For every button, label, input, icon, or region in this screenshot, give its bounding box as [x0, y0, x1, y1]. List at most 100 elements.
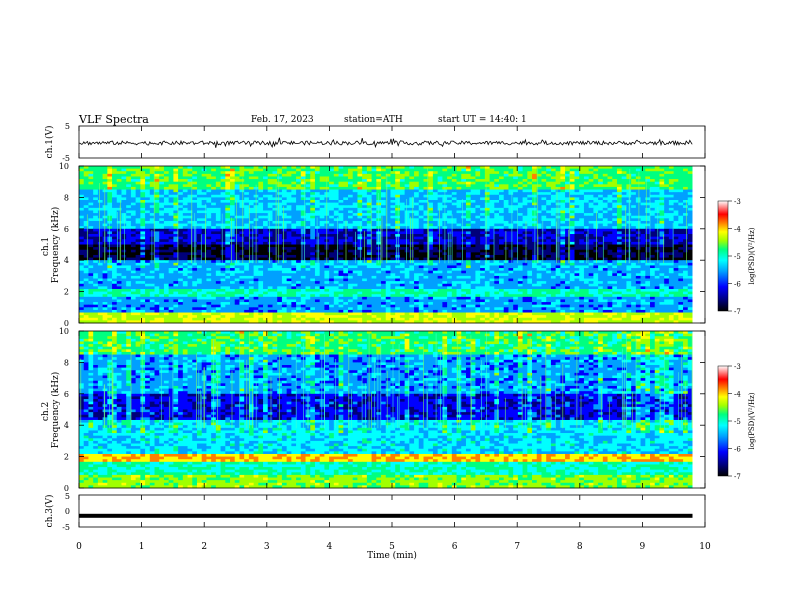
spectrogram-cell: [305, 252, 311, 256]
spectrogram-cell: [607, 241, 613, 245]
spectrogram-cell: [107, 210, 113, 214]
spectrogram-cell: [112, 213, 118, 217]
spectrogram-cell: [371, 247, 377, 251]
spectrogram-cell: [296, 197, 302, 201]
spectrogram-cell: [687, 213, 693, 217]
spectrogram-cell: [550, 207, 557, 211]
spectrogram-cell: [555, 241, 561, 245]
spectrogram-cell: [418, 218, 424, 222]
spectrogram-cell: [163, 173, 170, 177]
spectrogram-cell: [612, 197, 618, 201]
spectrogram-cell: [385, 192, 391, 196]
spectrogram-cell: [366, 173, 372, 177]
spectrogram-cell: [319, 257, 325, 261]
spectrogram-cell: [607, 231, 613, 235]
spectrogram-cell: [593, 257, 599, 261]
spectrogram-cell: [465, 249, 472, 253]
spectrogram-cell: [93, 173, 99, 177]
spectrogram-cell: [329, 173, 335, 177]
spectrogram-cell: [527, 247, 533, 251]
spectrogram-cell: [343, 207, 349, 211]
spectrogram-cell: [541, 200, 547, 204]
spectrogram-cell: [187, 197, 193, 201]
spectrogram-cell: [159, 189, 165, 193]
spectrogram-cell: [267, 194, 273, 198]
spectrogram-cell: [130, 252, 137, 256]
spectrogram-cell: [541, 179, 547, 183]
spectrogram-cell: [112, 228, 118, 232]
spectrogram-cell: [343, 173, 349, 177]
spectrogram-cell: [683, 257, 689, 261]
spectrogram-cell: [79, 168, 85, 172]
spectrogram-cell: [437, 223, 443, 227]
spectrogram-cell: [291, 220, 297, 224]
spectrogram-cell: [517, 228, 523, 232]
spectrogram-cell: [116, 200, 122, 204]
spectrogram-cell: [593, 184, 599, 188]
spectrogram-cell: [489, 210, 495, 214]
spectrogram-cell: [381, 228, 387, 232]
spectrogram-cell: [149, 210, 155, 214]
spectrogram-cell: [121, 200, 127, 204]
spectrogram-cell: [107, 186, 113, 190]
spectrogram-cell: [456, 262, 462, 266]
spectrogram-cell: [583, 220, 590, 224]
spectrogram-cell: [536, 260, 542, 264]
spectrogram-cell: [461, 200, 467, 204]
spectrogram-cell: [683, 244, 689, 248]
spectrogram-cell: [687, 184, 693, 188]
spectrogram-cell: [499, 189, 505, 193]
spectrogram-cell: [239, 236, 245, 240]
spectrogram-cell: [357, 202, 363, 206]
spectrogram-cell: [423, 257, 429, 261]
spectrogram-cell: [432, 173, 439, 177]
spectrogram-cell: [616, 244, 623, 248]
spectrogram-cell: [347, 252, 354, 256]
spectrogram-cell: [371, 260, 377, 264]
spectrogram-cell: [225, 247, 231, 251]
spectrogram-cell: [381, 223, 387, 227]
spectrogram-cell: [97, 220, 103, 224]
spectrogram-cell: [362, 210, 368, 214]
spectrogram-cell: [508, 207, 514, 211]
spectrogram-cell: [522, 179, 528, 183]
spectrogram-cell: [532, 176, 538, 180]
spectrogram-cell: [182, 192, 188, 196]
spectrogram-cell: [135, 241, 141, 245]
spectrogram-cell: [211, 241, 217, 245]
spectrogram-cell: [399, 228, 406, 232]
spectrogram-cell: [163, 228, 170, 232]
spectrogram-cell: [102, 223, 108, 227]
spectrogram-cell: [494, 189, 500, 193]
spectrogram-cell: [602, 252, 608, 256]
spectrogram-cell: [291, 181, 297, 185]
spectrogram-cell: [201, 215, 207, 219]
spectrogram-cell: [621, 218, 627, 222]
spectrogram-cell: [508, 197, 514, 201]
spectrogram-cell: [93, 215, 99, 219]
spectrogram-cell: [574, 189, 580, 193]
spectrogram-cell: [277, 179, 283, 183]
spectrogram-cell: [215, 254, 221, 258]
spectrogram-cell: [437, 244, 443, 248]
spectrogram-cell: [178, 210, 184, 214]
spectrogram-cell: [522, 228, 528, 232]
spectrogram-cell: [513, 197, 519, 201]
spectrogram-cell: [565, 231, 571, 235]
spectrogram-cell: [178, 254, 184, 258]
spectrogram-cell: [121, 184, 127, 188]
spectrogram-cell: [687, 179, 693, 183]
spectrogram-cell: [432, 210, 439, 214]
spectrogram-cell: [215, 236, 221, 240]
spectrogram-cell: [234, 179, 240, 183]
spectrogram-cell: [314, 241, 321, 245]
spectrogram-cell: [395, 252, 401, 256]
spectrogram-cell: [333, 186, 339, 190]
spectrogram-cell: [225, 223, 231, 227]
spectrogram-cell: [107, 171, 113, 175]
spectrogram-cell: [607, 186, 613, 190]
spectrogram-cell: [381, 176, 387, 180]
spectrogram-cell: [428, 205, 434, 209]
spectrogram-cell: [409, 252, 415, 256]
spectrogram-cell: [163, 213, 170, 217]
